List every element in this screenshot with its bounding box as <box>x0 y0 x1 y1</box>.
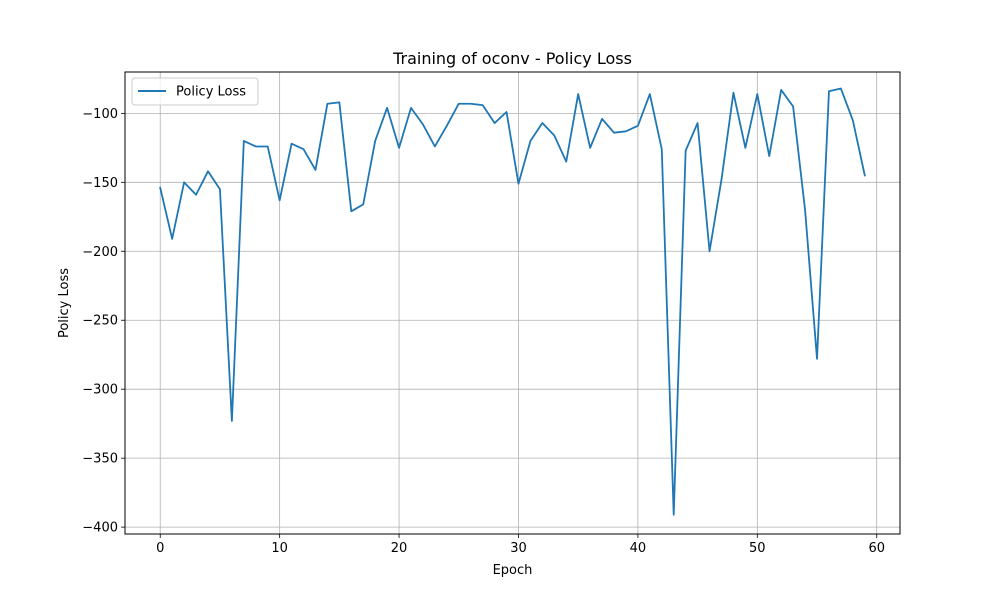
y-tick-label: −350 <box>82 452 118 467</box>
plot-frame <box>124 71 901 535</box>
legend: Policy Loss <box>131 77 259 106</box>
legend-box <box>131 77 259 106</box>
legend-label-policy-loss: Policy Loss <box>176 85 246 100</box>
x-tick-label: 40 <box>630 541 647 556</box>
y-tick-label: −200 <box>82 245 118 260</box>
x-tick-label: 60 <box>868 541 885 556</box>
x-tick-label: 0 <box>156 541 164 556</box>
y-tick-label: −150 <box>82 176 118 191</box>
x-tick-label: 30 <box>510 541 527 556</box>
x-tick-label: 20 <box>391 541 408 556</box>
y-axis-label: Policy Loss <box>57 268 72 338</box>
chart-title: Training of oconv - Policy Loss <box>392 49 632 68</box>
x-axis-label: Epoch <box>493 563 533 578</box>
series-line-policy-loss <box>159 87 866 516</box>
y-tick-label: −250 <box>82 314 118 329</box>
axis-ticks: 0 10 20 30 40 50 60 −400 −350 −300 −250 −200 −150 −10… <box>82 107 885 556</box>
series-layer <box>159 87 866 516</box>
y-tick-label: −400 <box>82 521 118 536</box>
x-tick-label: 10 <box>271 541 288 556</box>
y-tick-label: −100 <box>82 107 118 122</box>
x-tick-label: 50 <box>749 541 766 556</box>
y-tick-label: −300 <box>82 383 118 398</box>
grid-lines <box>125 72 900 534</box>
